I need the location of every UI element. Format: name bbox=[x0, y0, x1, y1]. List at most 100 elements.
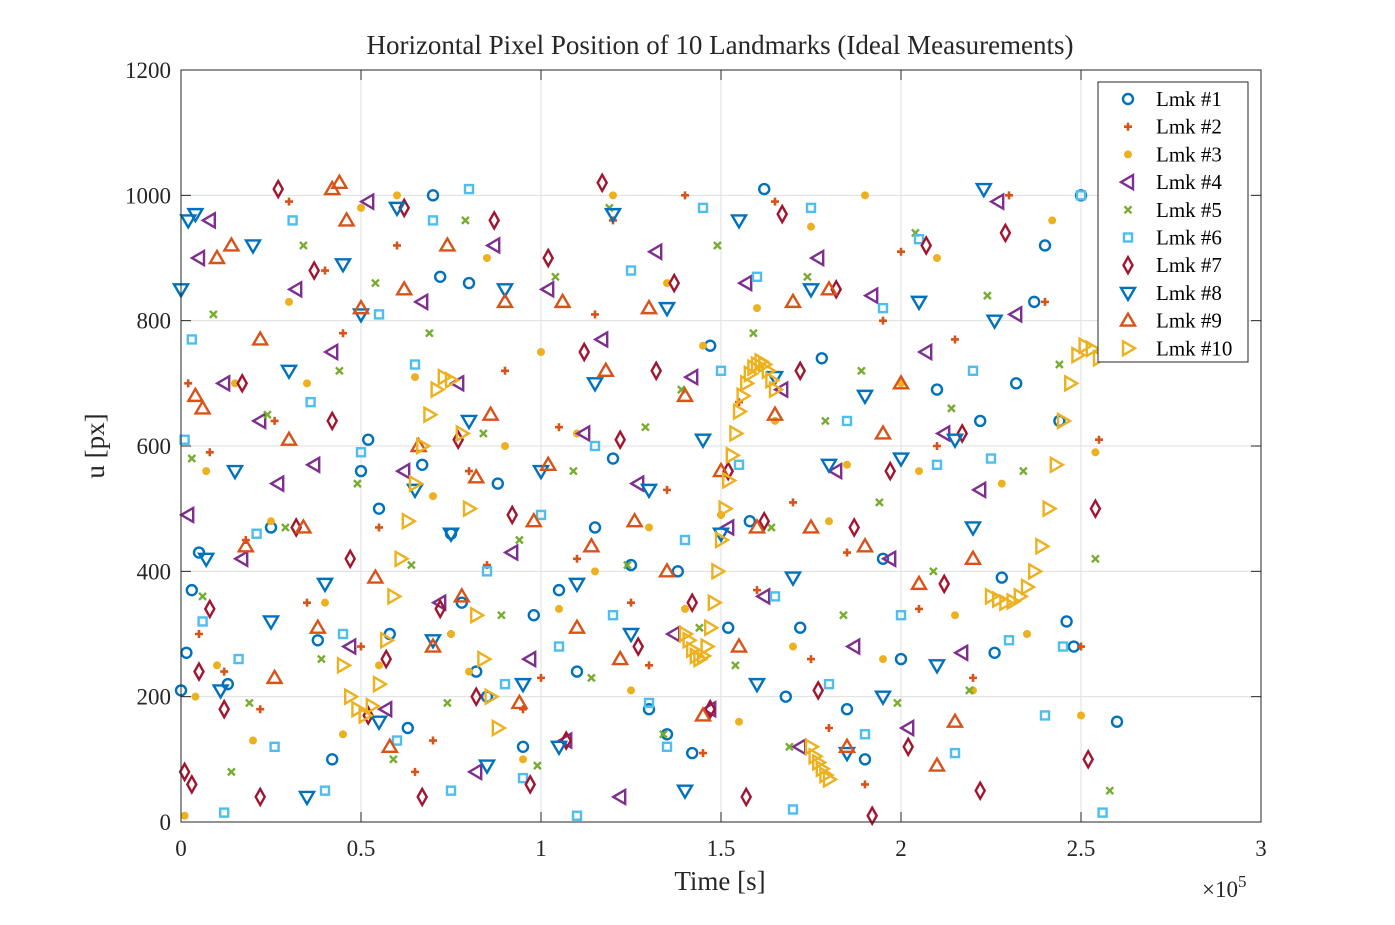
data-point bbox=[337, 211, 356, 227]
y-tick-label: 600 bbox=[137, 434, 172, 459]
data-point bbox=[466, 762, 483, 781]
data-point bbox=[711, 461, 731, 478]
data-point bbox=[401, 721, 414, 735]
data-point bbox=[326, 753, 339, 766]
data-point bbox=[214, 374, 231, 393]
data-point bbox=[855, 389, 875, 406]
data-point bbox=[826, 461, 843, 481]
data-point bbox=[179, 214, 198, 230]
data-point bbox=[461, 216, 470, 225]
data-point bbox=[444, 371, 461, 390]
data-point bbox=[189, 248, 206, 268]
data-point bbox=[243, 239, 263, 255]
data-point bbox=[884, 460, 897, 482]
data-point bbox=[819, 279, 839, 296]
data-point bbox=[261, 615, 281, 631]
data-point bbox=[843, 460, 851, 469]
data-point bbox=[729, 424, 745, 443]
data-point bbox=[643, 697, 655, 709]
data-point bbox=[988, 192, 1005, 211]
data-point bbox=[771, 197, 779, 206]
data-point bbox=[607, 610, 619, 621]
data-point bbox=[267, 517, 275, 526]
data-point bbox=[319, 785, 331, 796]
data-point bbox=[477, 759, 497, 775]
series-lmk-10 bbox=[336, 336, 1109, 789]
data-point bbox=[768, 380, 785, 399]
data-point bbox=[340, 637, 357, 656]
data-point bbox=[611, 649, 630, 666]
data-point bbox=[209, 310, 218, 319]
data-point bbox=[285, 297, 293, 306]
data-point bbox=[736, 273, 753, 293]
data-point bbox=[517, 772, 529, 784]
data-point bbox=[423, 637, 443, 653]
data-point bbox=[510, 693, 529, 710]
data-point bbox=[357, 642, 365, 651]
series-lmk-9 bbox=[186, 173, 983, 772]
data-point bbox=[303, 598, 311, 607]
data-point bbox=[678, 624, 695, 644]
axis-ticks: 0 0.5 1 1.5 2 2.5 3 0 200 400 600 800 1000 1200 bbox=[125, 58, 1267, 861]
data-point bbox=[524, 511, 543, 528]
data-point bbox=[790, 737, 807, 756]
x-tick-label: 1.5 bbox=[707, 836, 736, 861]
data-point bbox=[657, 301, 677, 318]
data-point bbox=[227, 767, 236, 777]
data-point bbox=[245, 698, 254, 708]
data-point bbox=[187, 454, 197, 463]
data-point bbox=[718, 499, 734, 518]
legend-label: Lmk #7 bbox=[1156, 253, 1222, 277]
data-point bbox=[294, 518, 313, 534]
data-point bbox=[200, 211, 217, 230]
data-point bbox=[411, 767, 419, 776]
data-point bbox=[681, 604, 689, 613]
data-marks bbox=[171, 172, 1124, 827]
data-point bbox=[909, 574, 929, 591]
data-point bbox=[963, 549, 983, 565]
data-point bbox=[751, 271, 763, 282]
series-lmk-7 bbox=[178, 172, 1102, 827]
data-point bbox=[178, 761, 191, 783]
data-point bbox=[205, 448, 214, 457]
data-point bbox=[358, 192, 375, 211]
legend: Lmk #1 Lmk #2 Lmk #3 Lmk #4 Lmk #5 Lmk #6 Lmk … bbox=[1097, 81, 1249, 363]
data-point bbox=[552, 583, 566, 597]
data-point bbox=[861, 780, 869, 789]
data-point bbox=[186, 334, 198, 345]
data-point bbox=[249, 736, 257, 745]
data-point bbox=[425, 328, 434, 338]
data-point bbox=[933, 442, 941, 450]
y-tick-label: 200 bbox=[137, 685, 172, 710]
data-point bbox=[380, 631, 396, 650]
data-point bbox=[1039, 710, 1051, 721]
data-point bbox=[479, 429, 488, 438]
data-point bbox=[569, 466, 578, 476]
chart-title: Horizontal Pixel Position of 10 Landmark… bbox=[366, 30, 1073, 60]
data-point bbox=[1010, 377, 1023, 390]
data-point bbox=[606, 452, 620, 465]
data-point bbox=[365, 696, 382, 716]
data-point bbox=[625, 265, 637, 276]
data-point bbox=[308, 260, 321, 281]
data-point bbox=[895, 610, 907, 621]
data-point bbox=[375, 661, 383, 670]
data-point bbox=[519, 755, 527, 764]
data-point bbox=[783, 571, 803, 587]
data-point bbox=[221, 677, 235, 691]
data-point bbox=[481, 566, 493, 577]
data-point bbox=[303, 379, 311, 388]
data-point bbox=[916, 342, 933, 362]
legend-marker bbox=[1122, 254, 1134, 276]
data-point bbox=[1027, 562, 1044, 581]
data-point bbox=[713, 241, 722, 250]
data-point bbox=[447, 630, 455, 638]
data-point bbox=[830, 278, 843, 300]
data-point bbox=[609, 191, 617, 200]
data-point bbox=[794, 360, 807, 382]
data-point bbox=[542, 247, 555, 269]
data-point bbox=[801, 283, 821, 299]
data-point bbox=[985, 314, 1004, 331]
data-point bbox=[220, 667, 229, 676]
data-point bbox=[596, 172, 609, 194]
